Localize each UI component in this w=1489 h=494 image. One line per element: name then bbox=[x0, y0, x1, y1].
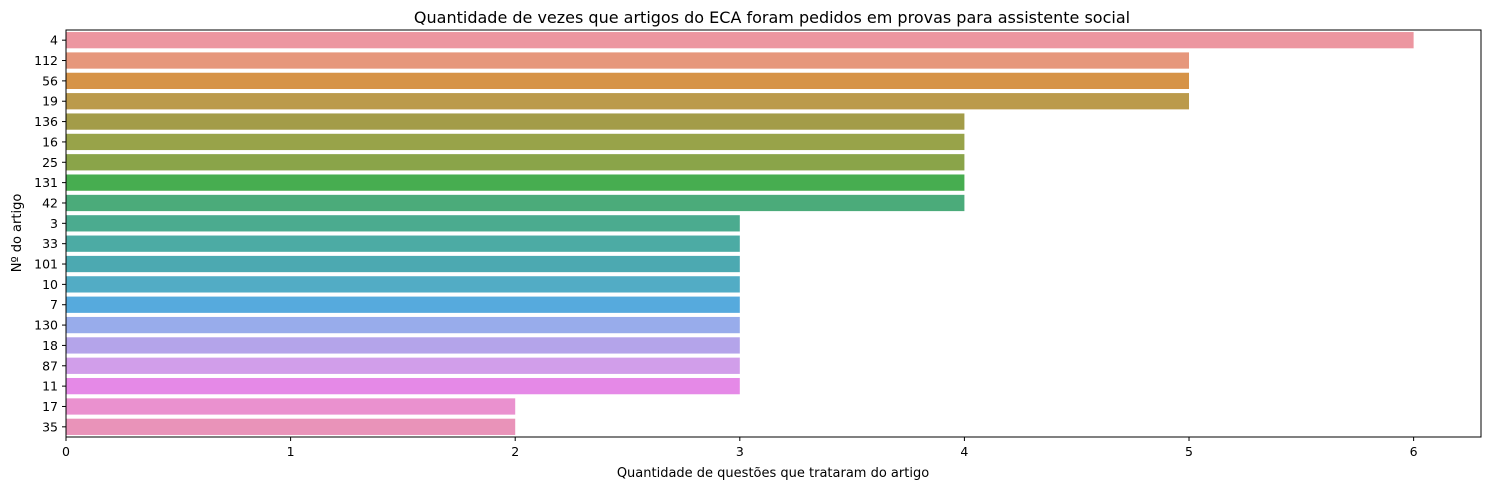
bar-101 bbox=[66, 255, 740, 273]
bar-7 bbox=[66, 296, 740, 313]
x-axis-ticks: 0 1 2 3 4 5 6 bbox=[62, 437, 1418, 459]
x-tick-label: 6 bbox=[1410, 444, 1418, 459]
bar-17 bbox=[66, 398, 516, 415]
x-tick-label: 0 bbox=[62, 444, 70, 459]
y-tick-label: 7 bbox=[50, 297, 58, 312]
bar-4 bbox=[66, 32, 1414, 49]
y-tick-label: 112 bbox=[34, 53, 58, 68]
x-tick-label: 1 bbox=[287, 444, 295, 459]
bar-112 bbox=[66, 52, 1190, 69]
y-tick-label: 3 bbox=[50, 216, 58, 231]
bar-42 bbox=[66, 194, 965, 212]
x-tick-label: 5 bbox=[1185, 444, 1193, 459]
x-axis-label: Quantidade de questões que trataram do a… bbox=[617, 466, 929, 481]
y-tick-label: 11 bbox=[42, 379, 58, 394]
y-tick-label: 56 bbox=[42, 73, 58, 88]
y-tick-label: 42 bbox=[42, 195, 58, 210]
bar-11 bbox=[66, 377, 740, 395]
x-tick-label: 4 bbox=[960, 444, 968, 459]
bar-3 bbox=[66, 215, 740, 232]
bar-19 bbox=[66, 93, 1190, 110]
y-tick-label: 33 bbox=[42, 236, 58, 251]
bar-25 bbox=[66, 154, 965, 171]
bar-10 bbox=[66, 276, 740, 293]
y-tick-label: 10 bbox=[42, 277, 58, 292]
bar-16 bbox=[66, 133, 965, 151]
y-tick-label: 136 bbox=[34, 114, 58, 129]
bar-18 bbox=[66, 337, 740, 354]
y-tick-label: 18 bbox=[42, 338, 58, 353]
x-tick-label: 3 bbox=[736, 444, 744, 459]
chart-title: Quantidade de vezes que artigos do ECA f… bbox=[414, 8, 1130, 27]
y-tick-label: 17 bbox=[42, 399, 58, 414]
y-axis-ticks: 4112561913616251314233310110713018871117… bbox=[34, 33, 66, 434]
y-tick-label: 131 bbox=[34, 175, 58, 190]
bar-56 bbox=[66, 72, 1190, 90]
bar-136 bbox=[66, 113, 965, 130]
bar-87 bbox=[66, 357, 740, 374]
y-axis-label: Nº do artigo bbox=[10, 194, 25, 273]
y-tick-label: 25 bbox=[42, 155, 58, 170]
bars bbox=[66, 32, 1414, 435]
y-tick-label: 35 bbox=[42, 419, 58, 434]
y-tick-label: 19 bbox=[42, 94, 58, 109]
bar-35 bbox=[66, 418, 516, 435]
y-tick-label: 101 bbox=[34, 257, 58, 272]
y-tick-label: 87 bbox=[42, 358, 58, 373]
y-tick-label: 16 bbox=[42, 134, 58, 149]
plot-frame bbox=[65, 29, 1482, 438]
y-tick-label: 4 bbox=[50, 33, 58, 48]
bar-130 bbox=[66, 316, 740, 334]
y-tick-label: 130 bbox=[34, 318, 58, 333]
bar-33 bbox=[66, 235, 740, 252]
x-tick-label: 2 bbox=[511, 444, 519, 459]
bar-131 bbox=[66, 174, 965, 191]
